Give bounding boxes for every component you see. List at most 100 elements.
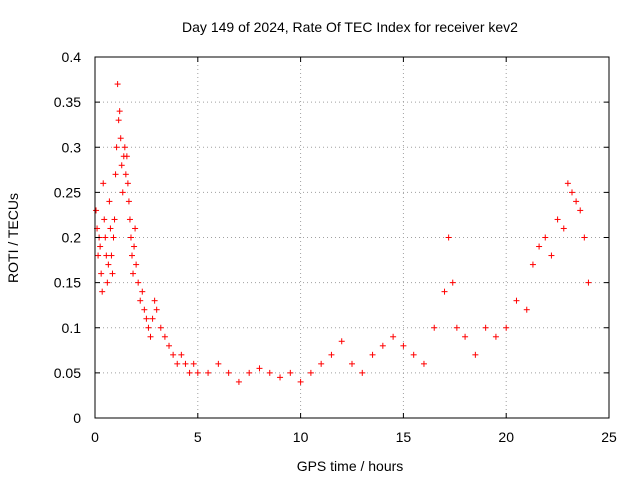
- axes: 0 5 10 15 20 25 0 0.05 0.1 0.15 0.2 0.25 0.3 0.35 0.4: [54, 49, 617, 445]
- data-point: [431, 324, 438, 331]
- x-tick-label: 10: [293, 429, 309, 445]
- data-point: [215, 360, 222, 367]
- data-point: [449, 279, 456, 286]
- data-point: [225, 369, 232, 376]
- data-point: [445, 234, 452, 241]
- data-point: [116, 108, 123, 115]
- data-point: [112, 171, 119, 178]
- data-point: [113, 144, 120, 151]
- data-point: [307, 369, 314, 376]
- data-point: [548, 252, 555, 259]
- data-point: [139, 288, 146, 295]
- data-point: [462, 333, 469, 340]
- x-tick-label: 25: [601, 429, 617, 445]
- data-point: [277, 374, 284, 381]
- data-point: [119, 189, 126, 196]
- data-point: [124, 180, 131, 187]
- y-axis-title: ROTI / TECUs: [5, 193, 21, 283]
- data-point: [529, 261, 536, 268]
- data-point: [137, 297, 144, 304]
- data-point: [121, 144, 128, 151]
- chart-title: Day 149 of 2024, Rate Of TEC Index for r…: [182, 19, 518, 35]
- data-point: [178, 351, 185, 358]
- data-point: [441, 288, 448, 295]
- data-point: [482, 324, 489, 331]
- data-point: [102, 234, 109, 241]
- y-tick-label: 0.1: [62, 320, 82, 336]
- data-point: [130, 270, 137, 277]
- data-point: [97, 243, 104, 250]
- data-point: [131, 243, 138, 250]
- y-tick-label: 0.4: [62, 49, 82, 65]
- data-points: [93, 81, 592, 385]
- data-point: [420, 360, 427, 367]
- data-point: [127, 234, 134, 241]
- data-point: [410, 351, 417, 358]
- data-point: [132, 225, 139, 232]
- data-point: [182, 360, 189, 367]
- data-point: [101, 216, 108, 223]
- data-point: [573, 198, 580, 205]
- data-point: [147, 333, 154, 340]
- data-point: [577, 207, 584, 214]
- data-point: [400, 342, 407, 349]
- data-point: [287, 369, 294, 376]
- data-point: [141, 306, 148, 313]
- data-point: [170, 351, 177, 358]
- data-point: [125, 198, 132, 205]
- data-point: [503, 324, 510, 331]
- data-point: [135, 279, 142, 286]
- data-point: [513, 297, 520, 304]
- data-point: [542, 234, 549, 241]
- x-tick-label: 20: [498, 429, 514, 445]
- data-point: [107, 225, 114, 232]
- grid-lines: [95, 57, 609, 418]
- data-point: [523, 306, 530, 313]
- data-point: [492, 333, 499, 340]
- data-point: [379, 342, 386, 349]
- data-point: [149, 315, 156, 322]
- data-point: [157, 324, 164, 331]
- data-point: [266, 369, 273, 376]
- data-point: [359, 369, 366, 376]
- data-point: [126, 216, 133, 223]
- data-point: [246, 369, 253, 376]
- data-point: [129, 252, 136, 259]
- data-point: [145, 324, 152, 331]
- data-point: [560, 225, 567, 232]
- data-point: [564, 180, 571, 187]
- data-point: [585, 279, 592, 286]
- data-point: [108, 252, 115, 259]
- data-point: [161, 333, 168, 340]
- data-point: [256, 365, 263, 372]
- data-point: [109, 270, 116, 277]
- data-point: [105, 261, 112, 268]
- data-point: [151, 297, 158, 304]
- data-point: [297, 378, 304, 385]
- x-tick-label: 0: [91, 429, 99, 445]
- data-point: [117, 135, 124, 142]
- data-point: [123, 153, 130, 160]
- data-point: [103, 252, 110, 259]
- data-point: [110, 234, 117, 241]
- data-point: [568, 189, 575, 196]
- data-point: [349, 360, 355, 367]
- data-point: [581, 234, 588, 241]
- data-point: [328, 351, 335, 358]
- data-point: [93, 207, 100, 214]
- data-point: [153, 306, 160, 313]
- data-point: [166, 342, 173, 349]
- data-point: [190, 360, 197, 367]
- y-tick-label: 0.05: [54, 365, 81, 381]
- y-tick-label: 0.3: [62, 139, 82, 155]
- data-point: [318, 360, 325, 367]
- data-point: [106, 198, 113, 205]
- data-point: [122, 171, 129, 178]
- data-point: [338, 338, 345, 345]
- data-point: [554, 216, 561, 223]
- y-tick-label: 0.35: [54, 94, 81, 110]
- data-point: [235, 378, 242, 385]
- data-point: [369, 351, 376, 358]
